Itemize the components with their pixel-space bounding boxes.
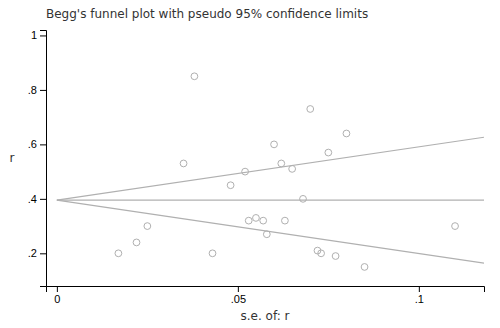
x-axis-tick-mark xyxy=(238,286,239,292)
funnel-line xyxy=(57,137,484,200)
point xyxy=(180,160,187,167)
point xyxy=(191,73,198,80)
y-axis-tick: .6 xyxy=(28,138,46,150)
plot-area: 0 .05 .1 .2 .4 .6 .8 1 xyxy=(28,29,485,304)
point xyxy=(361,264,368,271)
chart: 0 .05 .1 .2 .4 .6 .8 1 Begg's funnel plot with p… xyxy=(0,0,500,328)
x-axis-line xyxy=(47,287,485,293)
y-axis-line xyxy=(40,31,47,287)
x-axis-tick-label: .1 xyxy=(415,293,424,305)
x-axis-tick-label: .05 xyxy=(231,293,246,305)
x-axis-tick: 0 xyxy=(54,286,60,305)
point xyxy=(271,141,278,148)
y-axis-tick-mark xyxy=(40,35,46,36)
x-axis-title: s.e. of: r xyxy=(240,309,289,323)
title: Begg's funnel plot with pseudo 95% confi… xyxy=(46,7,368,21)
y-axis-tick-mark xyxy=(40,144,46,145)
funnel-line xyxy=(57,200,484,201)
y-axis-title: r xyxy=(10,151,15,165)
point xyxy=(343,130,350,137)
point xyxy=(209,250,216,257)
x-axis: 0 .05 .1 xyxy=(47,286,485,305)
point xyxy=(242,168,249,175)
marks xyxy=(57,73,484,270)
y-axis-tick-label: 1 xyxy=(31,29,37,41)
point xyxy=(452,223,459,230)
point xyxy=(260,217,267,224)
point xyxy=(307,106,314,113)
point xyxy=(282,217,289,224)
y-axis-tick-label: .8 xyxy=(28,84,37,96)
point xyxy=(227,182,234,189)
y-axis-tick-label: .2 xyxy=(28,247,37,259)
point xyxy=(263,231,270,238)
y-axis-tick: .8 xyxy=(28,84,46,96)
y-axis-tick: 1 xyxy=(31,29,46,41)
y-axis-tick: .4 xyxy=(28,193,46,205)
y-axis-tick-label: .4 xyxy=(28,193,37,205)
point xyxy=(325,149,332,156)
point xyxy=(133,239,140,246)
point xyxy=(318,250,325,257)
x-axis-tick-label: 0 xyxy=(54,293,60,305)
point xyxy=(253,215,260,222)
point xyxy=(115,250,122,257)
x-axis-tick-mark xyxy=(419,286,420,292)
point xyxy=(278,160,285,167)
point xyxy=(245,217,252,224)
point xyxy=(300,195,307,202)
y-axis-tick-mark xyxy=(40,199,46,200)
point xyxy=(144,223,151,230)
x-axis-tick-mark xyxy=(57,286,58,292)
y-axis-tick: .2 xyxy=(28,247,46,259)
funnel-line xyxy=(57,200,484,263)
y-axis-tick-mark xyxy=(40,253,46,254)
y-axis: .2 .4 .6 .8 1 xyxy=(28,29,47,286)
y-axis-tick-mark xyxy=(40,90,46,91)
point xyxy=(289,166,296,173)
point xyxy=(332,253,339,260)
y-axis-tick-label: .6 xyxy=(28,138,37,150)
x-axis-tick: .1 xyxy=(415,286,424,305)
x-axis-tick: .05 xyxy=(231,286,246,305)
